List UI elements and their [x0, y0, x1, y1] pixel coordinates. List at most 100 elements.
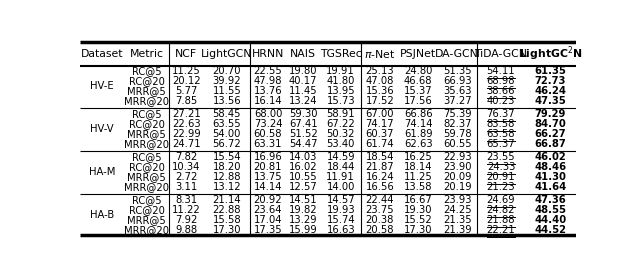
Text: MRR@5: MRR@5 [127, 86, 166, 96]
Text: RC@20: RC@20 [129, 162, 164, 172]
Text: $\pi$-Net: $\pi$-Net [364, 48, 396, 60]
Text: 67.41: 67.41 [289, 119, 317, 129]
Text: 62.63: 62.63 [404, 139, 433, 149]
Text: RC@20: RC@20 [129, 205, 164, 215]
Text: 16.24: 16.24 [365, 172, 394, 182]
Text: 18.14: 18.14 [404, 162, 432, 172]
Text: NCF: NCF [175, 49, 198, 59]
Text: 11.22: 11.22 [172, 205, 201, 215]
Text: 37.27: 37.27 [443, 96, 472, 106]
Text: 13.75: 13.75 [253, 172, 282, 182]
Text: 20.92: 20.92 [253, 195, 282, 205]
Text: MRR@20: MRR@20 [124, 225, 169, 235]
Text: 73.24: 73.24 [253, 119, 282, 129]
Text: 2.72: 2.72 [175, 172, 198, 182]
Text: 16.02: 16.02 [289, 162, 317, 172]
Text: 61.89: 61.89 [404, 129, 433, 139]
Text: 8.31: 8.31 [175, 195, 198, 205]
Text: TGSRec: TGSRec [320, 49, 362, 59]
Text: RC@5: RC@5 [132, 152, 161, 162]
Text: 20.19: 20.19 [443, 182, 472, 192]
Text: 11.91: 11.91 [326, 172, 355, 182]
Text: 19.30: 19.30 [404, 205, 432, 215]
Text: 22.93: 22.93 [443, 152, 472, 162]
Text: 23.75: 23.75 [365, 205, 394, 215]
Text: 22.88: 22.88 [212, 205, 241, 215]
Text: 48.46: 48.46 [534, 162, 566, 172]
Text: 44.52: 44.52 [534, 225, 566, 235]
Text: MRR@20: MRR@20 [124, 182, 169, 192]
Text: 16.96: 16.96 [253, 152, 282, 162]
Text: 46.24: 46.24 [534, 86, 566, 96]
Text: 65.37: 65.37 [486, 139, 515, 149]
Text: 15.74: 15.74 [326, 215, 355, 225]
Text: 17.04: 17.04 [253, 215, 282, 225]
Text: RC@5: RC@5 [132, 195, 161, 205]
Text: 74.17: 74.17 [365, 119, 394, 129]
Text: 54.11: 54.11 [486, 66, 515, 76]
Text: 19.80: 19.80 [289, 66, 317, 76]
Text: HRNN: HRNN [252, 49, 284, 59]
Text: 82.37: 82.37 [443, 119, 472, 129]
Text: 11.25: 11.25 [172, 66, 201, 76]
Text: DA-GCN: DA-GCN [435, 49, 479, 59]
Text: 61.74: 61.74 [365, 139, 394, 149]
Text: 39.92: 39.92 [212, 76, 241, 86]
Text: 51.52: 51.52 [289, 129, 317, 139]
Text: 19.93: 19.93 [326, 205, 355, 215]
Text: HA-B: HA-B [90, 210, 115, 220]
Text: 14.00: 14.00 [326, 182, 355, 192]
Text: Dataset: Dataset [81, 49, 124, 59]
Text: 23.90: 23.90 [443, 162, 472, 172]
Text: 66.87: 66.87 [534, 139, 566, 149]
Text: 18.20: 18.20 [212, 162, 241, 172]
Text: 48.55: 48.55 [534, 205, 566, 215]
Text: 44.40: 44.40 [534, 215, 566, 225]
Text: LightGCN: LightGCN [201, 49, 253, 59]
Text: 38.66: 38.66 [486, 86, 515, 96]
Text: 14.57: 14.57 [326, 195, 355, 205]
Text: 24.69: 24.69 [486, 195, 515, 205]
Text: 60.58: 60.58 [253, 129, 282, 139]
Text: 63.58: 63.58 [486, 129, 515, 139]
Text: 13.24: 13.24 [289, 96, 317, 106]
Text: 18.44: 18.44 [326, 162, 355, 172]
Text: 20.12: 20.12 [172, 76, 201, 86]
Text: 15.73: 15.73 [326, 96, 355, 106]
Text: 13.76: 13.76 [253, 86, 282, 96]
Text: 12.57: 12.57 [289, 182, 317, 192]
Text: 47.36: 47.36 [534, 195, 566, 205]
Text: 54.47: 54.47 [289, 139, 317, 149]
Text: 67.22: 67.22 [326, 119, 355, 129]
Text: 23.55: 23.55 [486, 152, 515, 162]
Text: 58.91: 58.91 [326, 109, 355, 119]
Text: 35.63: 35.63 [443, 86, 472, 96]
Text: 61.35: 61.35 [534, 66, 566, 76]
Text: 22.44: 22.44 [365, 195, 394, 205]
Text: 47.98: 47.98 [253, 76, 282, 86]
Text: 13.56: 13.56 [212, 96, 241, 106]
Text: HA-M: HA-M [89, 167, 115, 177]
Text: 7.85: 7.85 [175, 96, 198, 106]
Text: 19.91: 19.91 [326, 66, 355, 76]
Text: 50.32: 50.32 [326, 129, 355, 139]
Text: 14.03: 14.03 [289, 152, 317, 162]
Text: 20.09: 20.09 [443, 172, 472, 182]
Text: 20.70: 20.70 [212, 66, 241, 76]
Text: 7.82: 7.82 [175, 152, 198, 162]
Text: 60.55: 60.55 [443, 139, 472, 149]
Text: 15.54: 15.54 [212, 152, 241, 162]
Text: TiDA-GCN: TiDA-GCN [474, 49, 527, 59]
Text: 60.37: 60.37 [365, 129, 394, 139]
Text: 18.54: 18.54 [365, 152, 394, 162]
Text: 58.45: 58.45 [212, 109, 241, 119]
Text: 16.67: 16.67 [404, 195, 433, 205]
Text: 41.30: 41.30 [534, 172, 566, 182]
Text: 63.55: 63.55 [212, 119, 241, 129]
Text: 21.23: 21.23 [486, 182, 515, 192]
Text: MRR@20: MRR@20 [124, 96, 169, 106]
Text: 84.70: 84.70 [534, 119, 566, 129]
Text: 21.88: 21.88 [486, 215, 515, 225]
Text: 23.93: 23.93 [443, 195, 472, 205]
Text: 13.29: 13.29 [289, 215, 317, 225]
